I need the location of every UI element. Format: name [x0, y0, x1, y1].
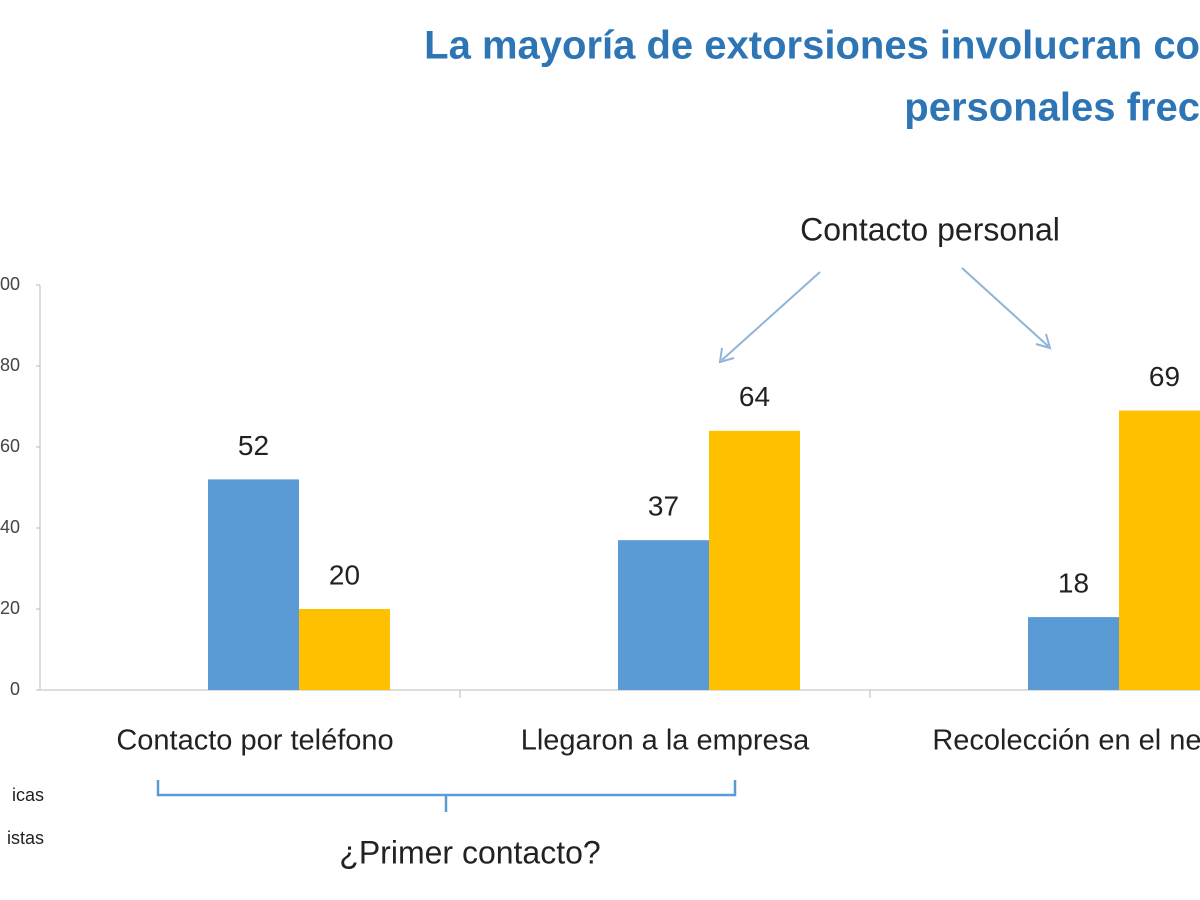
bar — [208, 479, 299, 690]
x-tick-label: Contacto por teléfono — [116, 725, 393, 757]
arrow — [961, 267, 1049, 347]
bracket — [156, 780, 737, 812]
arrow-head — [718, 347, 735, 364]
value-label: 20 — [329, 559, 360, 590]
x-tick-label: Llegaron a la empresa — [521, 725, 810, 757]
x-tick-label: Recolección en el neg — [932, 725, 1200, 757]
y-tick-label: 40 — [0, 517, 20, 537]
bar — [1028, 617, 1119, 690]
bar — [1119, 410, 1200, 690]
chart-title: La mayoría de extorsiones involucran co — [424, 24, 1200, 68]
annotation: ¿Primer contacto? — [339, 834, 600, 870]
value-label: 18 — [1058, 567, 1089, 598]
bar — [709, 430, 800, 690]
legend-label: icas — [12, 785, 44, 805]
value-label: 52 — [238, 430, 269, 461]
legend-label: istas — [7, 828, 44, 848]
y-tick-label: 60 — [0, 436, 20, 456]
bar — [299, 609, 390, 690]
chart-title: personales frec — [904, 86, 1200, 130]
value-label: 64 — [739, 381, 770, 412]
arrow-head — [1035, 333, 1052, 350]
value-label: 37 — [648, 491, 679, 522]
y-tick-label: 80 — [0, 355, 20, 375]
bar — [618, 540, 709, 690]
y-tick-label: 20 — [0, 598, 20, 618]
value-label: 69 — [1149, 361, 1180, 392]
y-tick-label: 100 — [0, 274, 20, 294]
y-tick-label: 0 — [10, 679, 20, 699]
annotation: Contacto personal — [800, 211, 1060, 247]
arrow — [721, 271, 821, 361]
